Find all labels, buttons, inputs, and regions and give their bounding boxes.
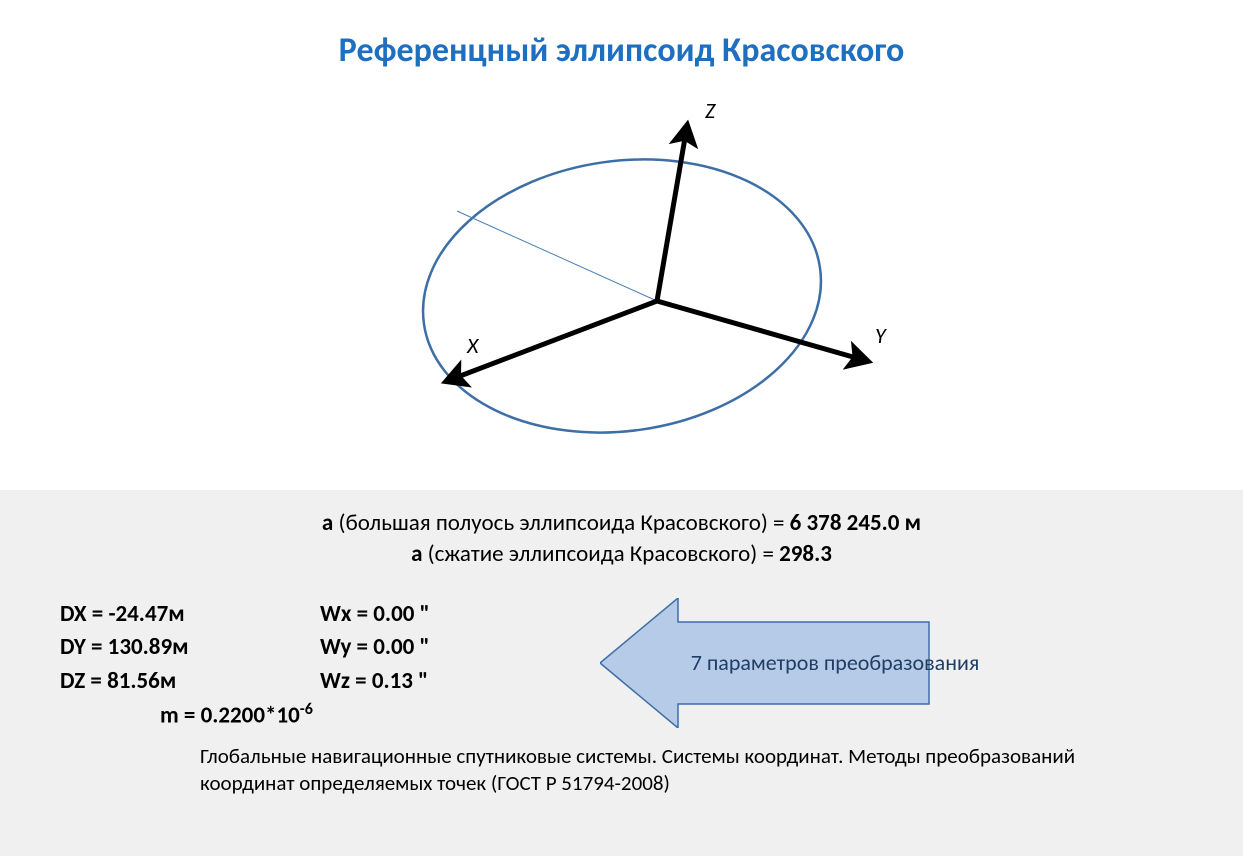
page-title: Референцный эллипсоид Красовского (0, 0, 1243, 71)
callout-arrow-label: 7 параметров преобразования (600, 598, 1012, 728)
semi-major-axis-line: a (большая полуось эллипсоида Красовског… (40, 508, 1203, 539)
rotation-param-line: Wz = 0.13 " (320, 665, 570, 698)
scale-param-exponent: -6 (300, 700, 313, 719)
param-value-a2: 298.3 (779, 540, 832, 568)
svg-text:Z: Z (705, 97, 716, 124)
translation-param-line: DZ = 81.56м (60, 665, 320, 698)
rotation-param-line: Wy = 0.00 " (320, 631, 570, 664)
scale-param-prefix: m = 0.2200*10 (160, 702, 300, 730)
ellipsoid-params: a (большая полуось эллипсоида Красовског… (40, 508, 1203, 570)
param-desc-a2: (сжатие эллипсоида Красовского) = (422, 540, 779, 568)
translation-param-line: DY = 130.89м (60, 631, 320, 664)
flattening-line: a (сжатие эллипсоида Красовского) = 298.… (40, 539, 1203, 570)
param-label-a1: a (322, 509, 333, 537)
info-panel: a (большая полуось эллипсоида Красовског… (0, 490, 1243, 856)
translation-params: DX = -24.47мDY = 130.89мDZ = 81.56м (60, 598, 320, 698)
svg-text:Y: Y (875, 322, 887, 349)
param-label-a2: a (411, 540, 422, 568)
translation-param-line: DX = -24.47м (60, 598, 320, 631)
transform-params-row: DX = -24.47мDY = 130.89мDZ = 81.56м m = … (40, 598, 1203, 735)
diagram-container: Z Y X (0, 71, 1243, 476)
scale-param: m = 0.2200*10-6 (160, 700, 320, 730)
gost-footnote: Глобальные навигационные спутниковые сис… (200, 743, 1143, 798)
rotation-param-line: Wx = 0.00 " (320, 598, 570, 631)
param-desc-a1: (большая полуось эллипсоида Красовского)… (333, 509, 789, 537)
param-value-a1: 6 378 245.0 м (790, 509, 921, 537)
ellipsoid-axes-diagram: Z Y X (342, 71, 902, 471)
callout-arrow: 7 параметров преобразования (600, 598, 930, 735)
rotation-params: Wx = 0.00 "Wy = 0.00 "Wz = 0.13 " (320, 598, 570, 698)
svg-text:X: X (466, 332, 480, 359)
translation-params-col: DX = -24.47мDY = 130.89мDZ = 81.56м m = … (40, 598, 320, 730)
